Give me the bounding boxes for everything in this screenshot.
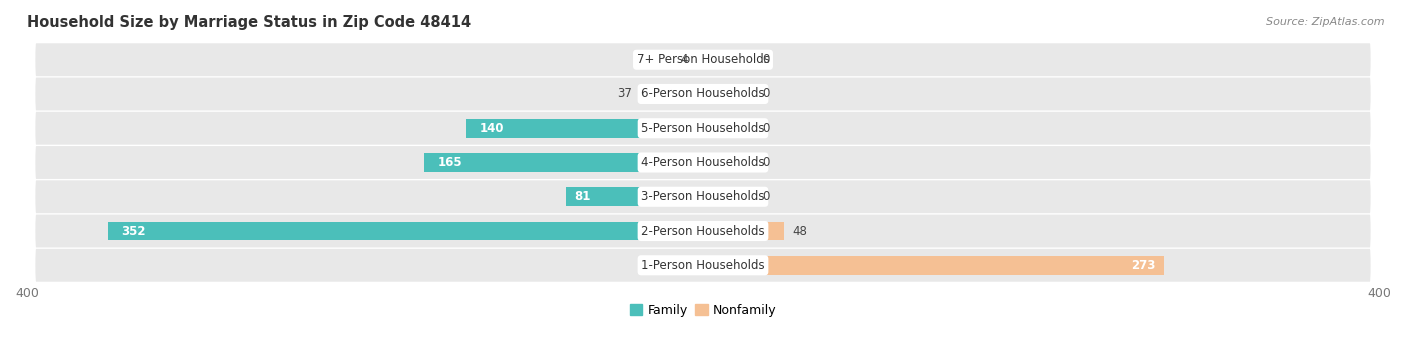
- Text: Household Size by Marriage Status in Zip Code 48414: Household Size by Marriage Status in Zip…: [27, 15, 471, 30]
- Bar: [425, 153, 703, 172]
- Text: 48: 48: [793, 224, 807, 238]
- Text: 0: 0: [762, 53, 769, 66]
- Bar: [703, 119, 754, 138]
- Text: 352: 352: [121, 224, 146, 238]
- Bar: [703, 153, 754, 172]
- Bar: [703, 50, 754, 69]
- Text: 4-Person Households: 4-Person Households: [641, 156, 765, 169]
- Text: 273: 273: [1132, 259, 1156, 272]
- FancyBboxPatch shape: [35, 215, 1371, 248]
- Text: 0: 0: [762, 190, 769, 203]
- Bar: [703, 222, 785, 240]
- Bar: [467, 119, 703, 138]
- Text: 37: 37: [617, 87, 633, 101]
- Text: 4: 4: [681, 53, 688, 66]
- Text: 81: 81: [575, 190, 591, 203]
- Text: Source: ZipAtlas.com: Source: ZipAtlas.com: [1267, 17, 1385, 27]
- Legend: Family, Nonfamily: Family, Nonfamily: [624, 299, 782, 322]
- Text: 0: 0: [762, 156, 769, 169]
- FancyBboxPatch shape: [35, 249, 1371, 282]
- Text: 165: 165: [437, 156, 463, 169]
- FancyBboxPatch shape: [35, 112, 1371, 145]
- Bar: [696, 50, 703, 69]
- Text: 6-Person Households: 6-Person Households: [641, 87, 765, 101]
- Bar: [567, 187, 703, 206]
- Text: 3-Person Households: 3-Person Households: [641, 190, 765, 203]
- Bar: [703, 85, 754, 103]
- Text: 2-Person Households: 2-Person Households: [641, 224, 765, 238]
- Text: 140: 140: [479, 122, 505, 135]
- Text: 7+ Person Households: 7+ Person Households: [637, 53, 769, 66]
- Text: 1-Person Households: 1-Person Households: [641, 259, 765, 272]
- Bar: [703, 256, 1164, 275]
- Text: 0: 0: [762, 122, 769, 135]
- FancyBboxPatch shape: [35, 43, 1371, 76]
- FancyBboxPatch shape: [35, 78, 1371, 110]
- Bar: [641, 85, 703, 103]
- FancyBboxPatch shape: [35, 180, 1371, 213]
- Text: 5-Person Households: 5-Person Households: [641, 122, 765, 135]
- Bar: [703, 187, 754, 206]
- Text: 0: 0: [762, 87, 769, 101]
- FancyBboxPatch shape: [35, 146, 1371, 179]
- Bar: [108, 222, 703, 240]
